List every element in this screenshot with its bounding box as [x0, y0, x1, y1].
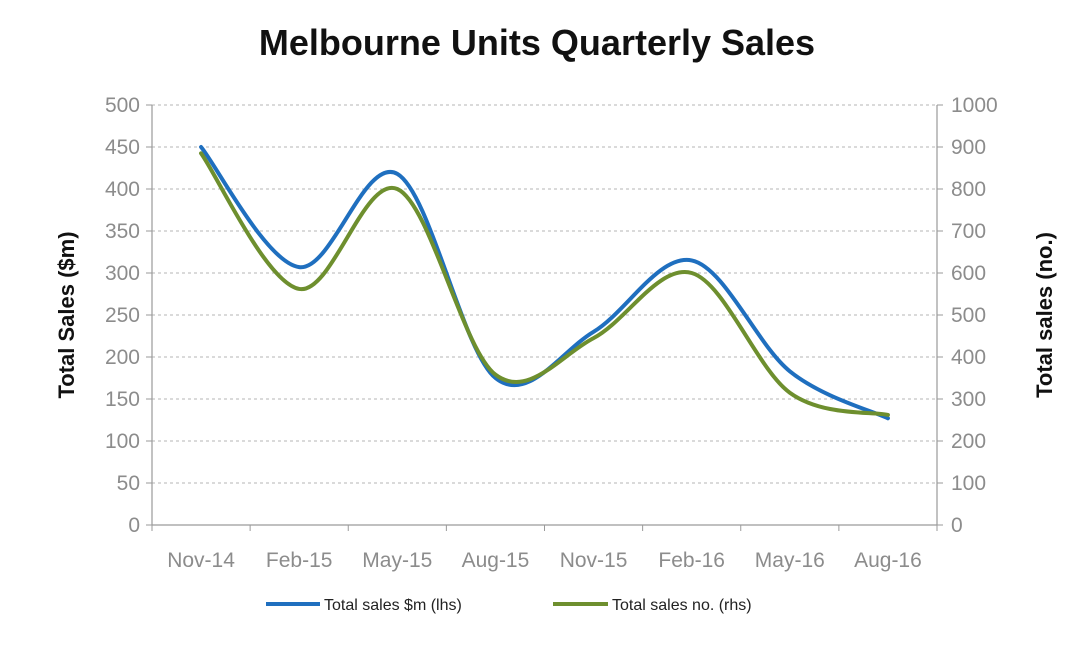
left-tick-label: 400: [105, 178, 140, 201]
series-line-sales-count: [199, 151, 890, 417]
right-tick-label: 300: [951, 388, 986, 411]
left-tick-label: 0: [128, 514, 140, 537]
right-y-axis-ticks: 0 100 200 300 400 500 600 700 800 900 1000: [951, 94, 998, 537]
x-tick-label: Aug-16: [854, 549, 922, 572]
right-tick-label: 800: [951, 178, 986, 201]
series-line-sales-value: [199, 145, 890, 421]
left-tick-label: 450: [105, 136, 140, 159]
x-tick-label: May-15: [362, 549, 432, 572]
right-tick-label: 700: [951, 220, 986, 243]
gridlines: [152, 104, 937, 484]
right-tick-label: 500: [951, 304, 986, 327]
x-axis-ticks: Nov-14 Feb-15 May-15 Aug-15 Nov-15 Feb-16 May-…: [167, 549, 922, 572]
right-tick-label: 0: [951, 514, 963, 537]
left-tick-label: 250: [105, 304, 140, 327]
left-y-axis-ticks: 0 50 100 150 200 250 300 350 400 450 500: [105, 94, 140, 537]
left-tick-label: 500: [105, 94, 140, 117]
legend-label-rhs: Total sales no. (rhs): [612, 597, 752, 614]
x-tick-label: May-16: [755, 549, 825, 572]
right-tick-label: 600: [951, 262, 986, 285]
left-tick-label: 150: [105, 388, 140, 411]
legend-label-lhs: Total sales $m (lhs): [324, 597, 462, 614]
x-tick-label: Feb-16: [658, 549, 725, 572]
axes: [146, 104, 943, 531]
right-y-axis-title: Total sales (no.): [1032, 232, 1057, 398]
left-tick-label: 50: [117, 472, 140, 495]
left-tick-label: 200: [105, 346, 140, 369]
x-tick-label: Aug-15: [462, 549, 530, 572]
right-tick-label: 200: [951, 430, 986, 453]
left-tick-label: 300: [105, 262, 140, 285]
right-tick-label: 100: [951, 472, 986, 495]
legend: Total sales $m (lhs) Total sales no. (rh…: [266, 597, 752, 614]
x-tick-label: Nov-14: [167, 549, 235, 572]
series-lines: [199, 145, 890, 421]
x-tick-label: Feb-15: [266, 549, 333, 572]
chart-title: Melbourne Units Quarterly Sales: [258, 22, 816, 63]
left-tick-label: 350: [105, 220, 140, 243]
left-tick-label: 100: [105, 430, 140, 453]
x-tick-label: Nov-15: [560, 549, 628, 572]
right-tick-label: 900: [951, 136, 986, 159]
right-tick-label: 400: [951, 346, 986, 369]
right-tick-label: 1000: [951, 94, 998, 117]
left-y-axis-title: Total Sales ($m): [54, 231, 79, 398]
